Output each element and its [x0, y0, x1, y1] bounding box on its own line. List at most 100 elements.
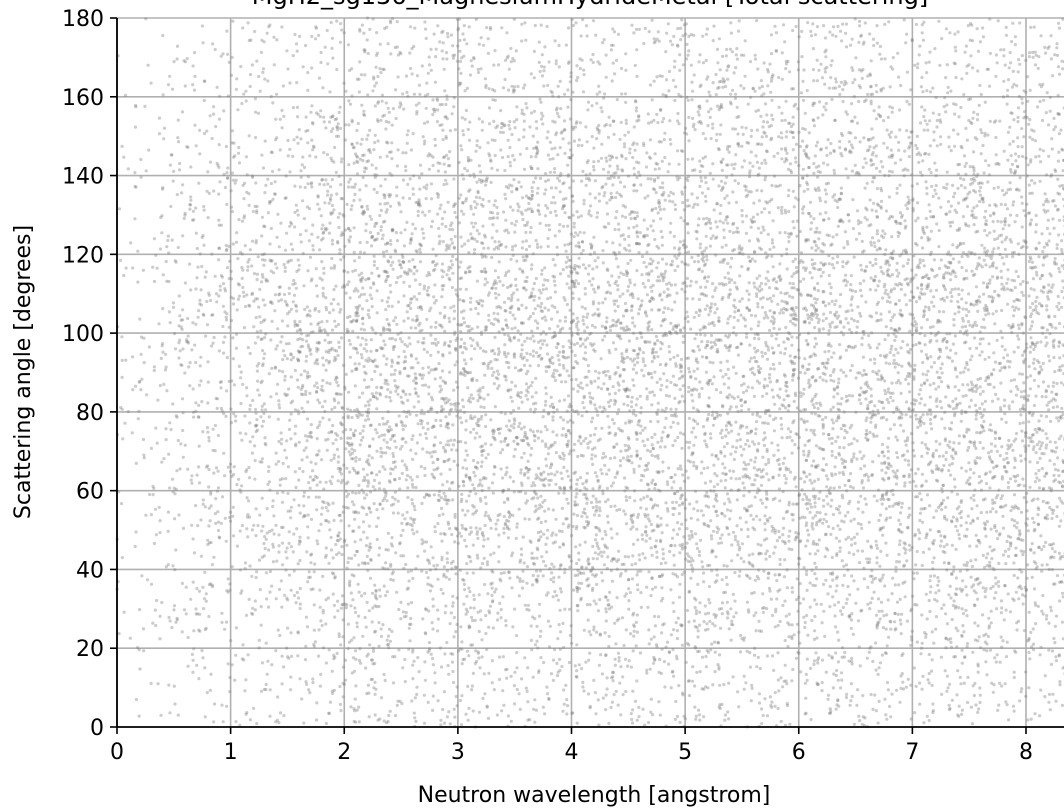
scatter-point [823, 262, 827, 266]
scatter-point [480, 460, 484, 464]
scatter-point [673, 59, 677, 63]
scatter-point [510, 245, 515, 249]
scatter-point [253, 97, 257, 101]
scatter-point [543, 498, 547, 502]
scatter-point [562, 119, 567, 123]
scatter-point [446, 458, 450, 463]
scatter-point [333, 399, 337, 403]
scatter-point [631, 689, 635, 693]
scatter-point [617, 275, 621, 279]
scatter-point [661, 279, 665, 283]
scatter-point [336, 215, 340, 219]
scatter-point [898, 522, 903, 526]
scatter-point [893, 328, 898, 332]
scatter-point [815, 602, 819, 606]
scatter-point [597, 552, 601, 556]
scatter-point [749, 356, 753, 360]
scatter-point [334, 431, 338, 436]
scatter-point [468, 490, 472, 494]
scatter-point [830, 441, 834, 446]
scatter-point [426, 427, 430, 431]
scatter-point [219, 380, 223, 384]
scatter-point [605, 316, 609, 320]
scatter-point [442, 574, 446, 578]
scatter-point [739, 248, 743, 252]
scatter-point [790, 451, 794, 455]
scatter-point [375, 473, 379, 477]
scatter-point [223, 516, 227, 520]
scatter-point [794, 313, 798, 318]
scatter-point [493, 240, 497, 244]
scatter-point [923, 343, 927, 347]
scatter-point [714, 236, 718, 240]
scatter-point [234, 414, 238, 418]
scatter-point [483, 442, 488, 446]
scatter-point [151, 493, 155, 497]
scatter-point [470, 344, 474, 348]
scatter-point [969, 398, 973, 402]
scatter-point [575, 524, 579, 529]
scatter-point [594, 538, 598, 542]
scatter-point [807, 362, 811, 366]
scatter-point [238, 488, 242, 492]
scatter-point [609, 191, 613, 195]
scatter-point [392, 319, 396, 323]
scatter-point [503, 343, 507, 347]
scatter-point [934, 615, 939, 619]
scatter-point [373, 238, 377, 242]
scatter-point [897, 299, 901, 303]
scatter-point [463, 458, 467, 462]
scatter-point [845, 692, 849, 697]
scatter-point [503, 168, 507, 173]
scatter-point [731, 623, 735, 627]
scatter-point [734, 611, 738, 615]
scatter-point [718, 653, 722, 657]
scatter-point [894, 302, 898, 306]
scatter-point [882, 454, 886, 458]
scatter-point [361, 479, 365, 483]
scatter-point [556, 598, 561, 602]
scatter-point [447, 412, 452, 416]
scatter-point [631, 649, 635, 653]
scatter-point [442, 343, 446, 347]
scatter-point [1056, 177, 1060, 181]
scatter-point [384, 422, 388, 426]
scatter-point [317, 321, 321, 325]
scatter-point [491, 98, 495, 102]
scatter-point [734, 371, 738, 375]
scatter-point [891, 249, 896, 253]
scatter-point [501, 476, 505, 480]
scatter-point [908, 298, 912, 303]
scatter-point [889, 715, 893, 719]
scatter-point [318, 480, 322, 484]
scatter-point [538, 503, 542, 507]
scatter-point [882, 406, 886, 410]
scatter-point [488, 604, 493, 608]
scatter-point [256, 111, 260, 115]
scatter-point [948, 584, 952, 589]
scatter-point [342, 31, 346, 35]
scatter-point [582, 439, 586, 443]
scatter-point [878, 513, 883, 517]
scatter-point [985, 649, 989, 653]
scatter-point [964, 394, 968, 398]
scatter-point [499, 608, 503, 612]
scatter-point [911, 448, 916, 453]
scatter-point [247, 257, 251, 262]
scatter-point [459, 534, 463, 538]
scatter-point [255, 418, 259, 422]
scatter-point [709, 107, 713, 111]
scatter-point [759, 281, 764, 285]
scatter-point [346, 560, 350, 565]
scatter-point [565, 282, 569, 286]
scatter-point [1022, 484, 1026, 488]
scatter-point [241, 382, 245, 386]
scatter-point [692, 460, 696, 464]
scatter-point [635, 231, 639, 235]
scatter-point [533, 407, 538, 411]
scatter-point [554, 133, 558, 137]
scatter-point [815, 636, 819, 640]
scatter-point [1016, 145, 1020, 149]
scatter-point [1052, 260, 1057, 264]
scatter-point [935, 464, 939, 468]
